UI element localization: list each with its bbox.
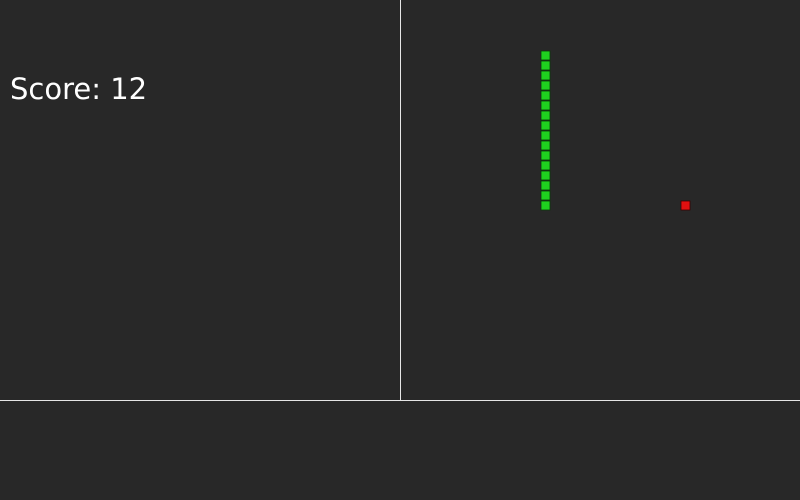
snake-segment [540,70,551,81]
snake-segment [540,170,551,181]
snake-segment [540,200,551,211]
snake-segment [540,100,551,111]
snake-segment [540,160,551,171]
snake-segment [540,110,551,121]
food-pellet [680,200,691,211]
snake-head [540,50,551,61]
snake-segment [540,180,551,191]
snake-segment [540,130,551,141]
snake-segment [540,120,551,131]
vertical-divider [400,0,401,400]
snake-segment [540,60,551,71]
snake-segment [540,80,551,91]
horizontal-divider [0,400,800,401]
snake-segment [540,150,551,161]
score-display: Score: 12 [10,72,148,106]
snake-segment [540,90,551,101]
snake-segment [540,190,551,201]
snake-segment [540,140,551,151]
